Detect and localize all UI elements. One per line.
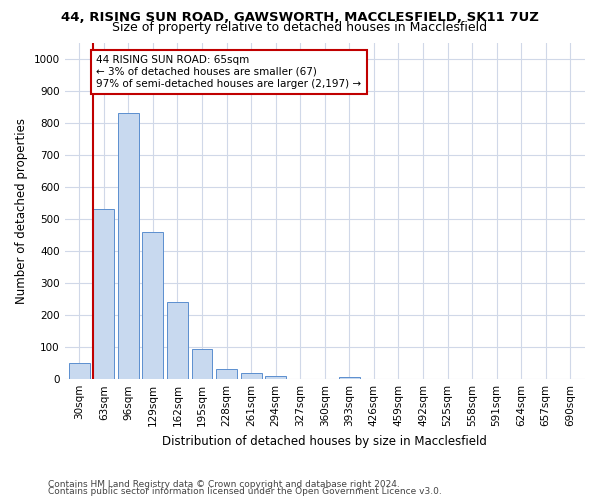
Bar [191, 348, 212, 379]
Bar [265, 376, 286, 379]
Bar [241, 373, 262, 379]
Text: 44 RISING SUN ROAD: 65sqm
← 3% of detached houses are smaller (67)
97% of semi-d: 44 RISING SUN ROAD: 65sqm ← 3% of detach… [97, 56, 361, 88]
X-axis label: Distribution of detached houses by size in Macclesfield: Distribution of detached houses by size … [163, 434, 487, 448]
Text: Size of property relative to detached houses in Macclesfield: Size of property relative to detached ho… [112, 22, 488, 35]
Bar [118, 113, 139, 379]
Text: Contains public sector information licensed under the Open Government Licence v3: Contains public sector information licen… [48, 488, 442, 496]
Bar [167, 302, 188, 379]
Text: Contains HM Land Registry data © Crown copyright and database right 2024.: Contains HM Land Registry data © Crown c… [48, 480, 400, 489]
Bar [94, 209, 114, 379]
Y-axis label: Number of detached properties: Number of detached properties [15, 118, 28, 304]
Bar [216, 368, 237, 379]
Text: 44, RISING SUN ROAD, GAWSWORTH, MACCLESFIELD, SK11 7UZ: 44, RISING SUN ROAD, GAWSWORTH, MACCLESF… [61, 11, 539, 24]
Bar [69, 363, 90, 379]
Bar [142, 232, 163, 379]
Bar [339, 376, 360, 379]
